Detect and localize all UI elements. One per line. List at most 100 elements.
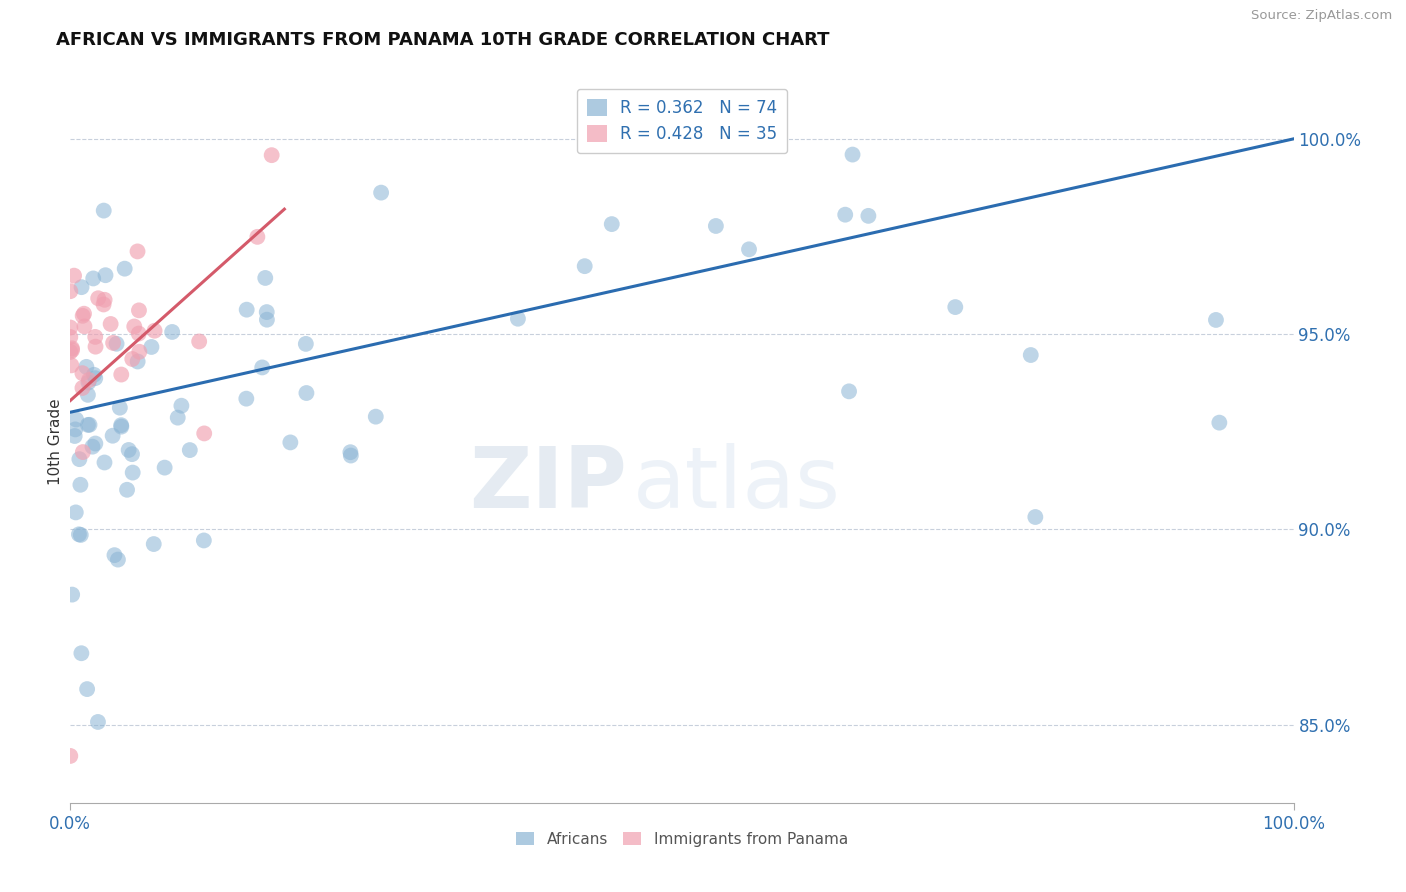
Point — [122, 319, 145, 334]
Point — [838, 384, 860, 399]
Point — [364, 409, 387, 424]
Point — [943, 300, 966, 314]
Text: AFRICAN VS IMMIGRANTS FROM PANAMA 10TH GRADE CORRELATION CHART: AFRICAN VS IMMIGRANTS FROM PANAMA 10TH G… — [56, 31, 830, 49]
Point — [84, 330, 107, 344]
Point — [93, 455, 115, 469]
Text: Source: ZipAtlas.com: Source: ZipAtlas.com — [1251, 9, 1392, 22]
Point — [59, 284, 82, 298]
Point — [60, 588, 83, 602]
Point — [128, 344, 150, 359]
Point — [339, 445, 361, 459]
Point — [160, 325, 183, 339]
Point — [77, 376, 100, 390]
Point — [82, 271, 104, 285]
Point — [118, 442, 141, 457]
Point — [103, 548, 125, 562]
Point — [254, 271, 277, 285]
Point — [295, 386, 318, 401]
Point — [141, 340, 163, 354]
Point — [69, 477, 91, 491]
Point — [370, 186, 392, 200]
Point — [77, 417, 100, 432]
Point — [121, 351, 143, 366]
Point — [59, 748, 82, 763]
Point — [72, 366, 94, 380]
Point — [1205, 313, 1227, 327]
Point — [704, 219, 727, 233]
Point — [60, 341, 83, 355]
Point — [738, 243, 761, 257]
Point — [60, 343, 83, 357]
Point — [193, 426, 215, 441]
Point — [128, 326, 150, 341]
Point — [67, 527, 90, 541]
Point — [76, 682, 98, 697]
Point — [87, 291, 110, 305]
Point — [127, 354, 149, 368]
Point — [1208, 416, 1230, 430]
Point — [65, 505, 87, 519]
Point — [73, 307, 96, 321]
Point — [75, 359, 97, 374]
Point — [110, 418, 132, 433]
Point — [153, 460, 176, 475]
Point — [77, 388, 100, 402]
Point — [73, 319, 96, 334]
Point — [72, 445, 94, 459]
Point — [105, 336, 128, 351]
Point — [193, 533, 215, 548]
Point — [84, 371, 107, 385]
Point — [295, 337, 318, 351]
Point — [841, 147, 863, 161]
Point — [70, 280, 93, 294]
Point — [83, 368, 105, 382]
Point — [127, 244, 149, 259]
Point — [100, 317, 122, 331]
Point — [115, 483, 138, 497]
Point — [142, 537, 165, 551]
Point — [108, 401, 131, 415]
Point — [77, 373, 100, 387]
Point — [70, 646, 93, 660]
Point — [84, 340, 107, 354]
Point — [256, 305, 278, 319]
Point — [128, 303, 150, 318]
Point — [166, 410, 188, 425]
Point — [170, 399, 193, 413]
Point — [67, 452, 90, 467]
Point — [72, 309, 94, 323]
Point — [143, 324, 166, 338]
Point — [188, 334, 211, 349]
Point — [179, 443, 201, 458]
Point — [65, 422, 87, 436]
Point — [93, 297, 115, 311]
Point — [84, 436, 107, 450]
Point — [121, 447, 143, 461]
Point — [280, 435, 302, 450]
Point — [256, 312, 278, 326]
Point — [110, 368, 132, 382]
Point — [59, 345, 82, 359]
Point — [82, 440, 104, 454]
Point — [252, 360, 274, 375]
Text: ZIP: ZIP — [470, 443, 627, 526]
Point — [235, 302, 257, 317]
Point — [121, 466, 143, 480]
Legend: Africans, Immigrants from Panama: Africans, Immigrants from Panama — [510, 826, 853, 853]
Point — [834, 208, 856, 222]
Point — [59, 320, 82, 334]
Point — [87, 714, 110, 729]
Point — [60, 359, 83, 373]
Point — [506, 311, 529, 326]
Point — [107, 552, 129, 566]
Point — [63, 268, 86, 283]
Point — [63, 429, 86, 443]
Point — [260, 148, 283, 162]
Point — [59, 330, 82, 344]
Point — [340, 449, 363, 463]
Point — [69, 528, 91, 542]
Point — [79, 417, 101, 432]
Point — [72, 381, 94, 395]
Point — [600, 217, 623, 231]
Point — [93, 293, 115, 307]
